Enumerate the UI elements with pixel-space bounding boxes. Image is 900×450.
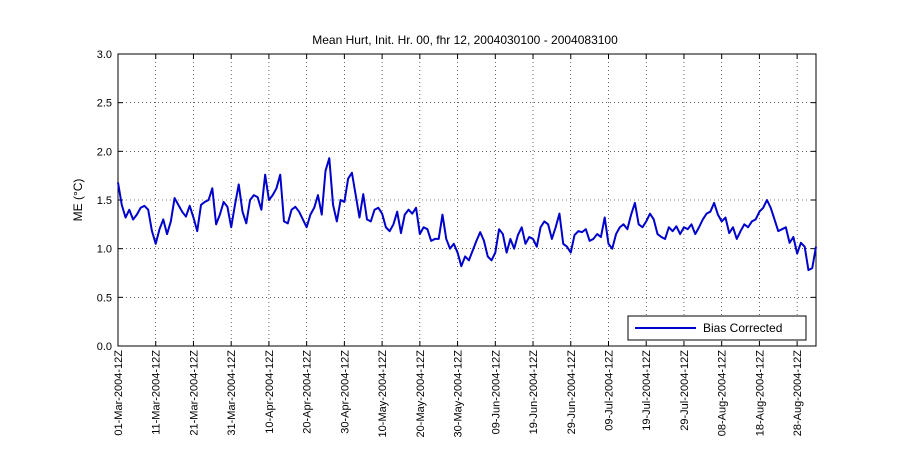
x-tick-label: 30-May-2004-12Z (453, 350, 465, 438)
x-tick-label: 30-Apr-2004-12Z (339, 350, 351, 434)
y-tick-label: 2.0 (97, 146, 112, 158)
x-tick-label: 19-Jun-2004-12Z (528, 350, 540, 435)
x-tick-label: 29-Jul-2004-12Z (679, 350, 691, 431)
x-tick-label: 11-Mar-2004-12Z (151, 350, 163, 435)
x-tick-label: 29-Jun-2004-12Z (566, 350, 578, 435)
x-tick-label: 10-Apr-2004-12Z (264, 350, 276, 434)
axis-ticks: 0.0 0.5 1.0 1.5 2.0 2.5 3.0 01-Mar-2004-12Z 11-M… (97, 49, 816, 437)
y-axis-label: ME (°C) (71, 179, 85, 222)
legend-label: Bias Corrected (703, 321, 782, 335)
x-tick-label: 20-Apr-2004-12Z (302, 350, 314, 434)
y-tick-label: 0.0 (97, 341, 112, 353)
y-tick-label: 1.0 (97, 244, 112, 256)
y-tick-label: 2.5 (97, 98, 112, 110)
series-layer (117, 157, 817, 272)
y-tick-label: 3.0 (97, 49, 112, 61)
x-tick-label: 19-Jul-2004-12Z (641, 350, 653, 431)
x-tick-label: 28-Aug-2004-12Z (792, 350, 804, 437)
x-tick-label: 10-May-2004-12Z (377, 350, 389, 438)
x-tick-label: 09-Jul-2004-12Z (603, 350, 615, 431)
x-tick-label: 18-Aug-2004-12Z (754, 350, 766, 437)
chart-title: Mean Hurt, Init. Hr. 00, fhr 12, 2004030… (312, 33, 618, 47)
x-tick-label: 08-Aug-2004-12Z (717, 350, 729, 437)
grid (118, 54, 816, 346)
x-tick-label: 31-Mar-2004-12Z (226, 350, 238, 436)
y-tick-label: 0.5 (97, 292, 112, 304)
x-tick-label: 20-May-2004-12Z (415, 350, 427, 438)
legend: Bias Corrected (627, 315, 807, 341)
x-tick-label: 21-Mar-2004-12Z (188, 350, 200, 436)
x-tick-label: 09-Jun-2004-12Z (490, 350, 502, 435)
y-tick-label: 1.5 (97, 195, 112, 207)
series-line-bias-corrected (117, 157, 817, 272)
x-tick-label: 01-Mar-2004-12Z (113, 350, 125, 436)
